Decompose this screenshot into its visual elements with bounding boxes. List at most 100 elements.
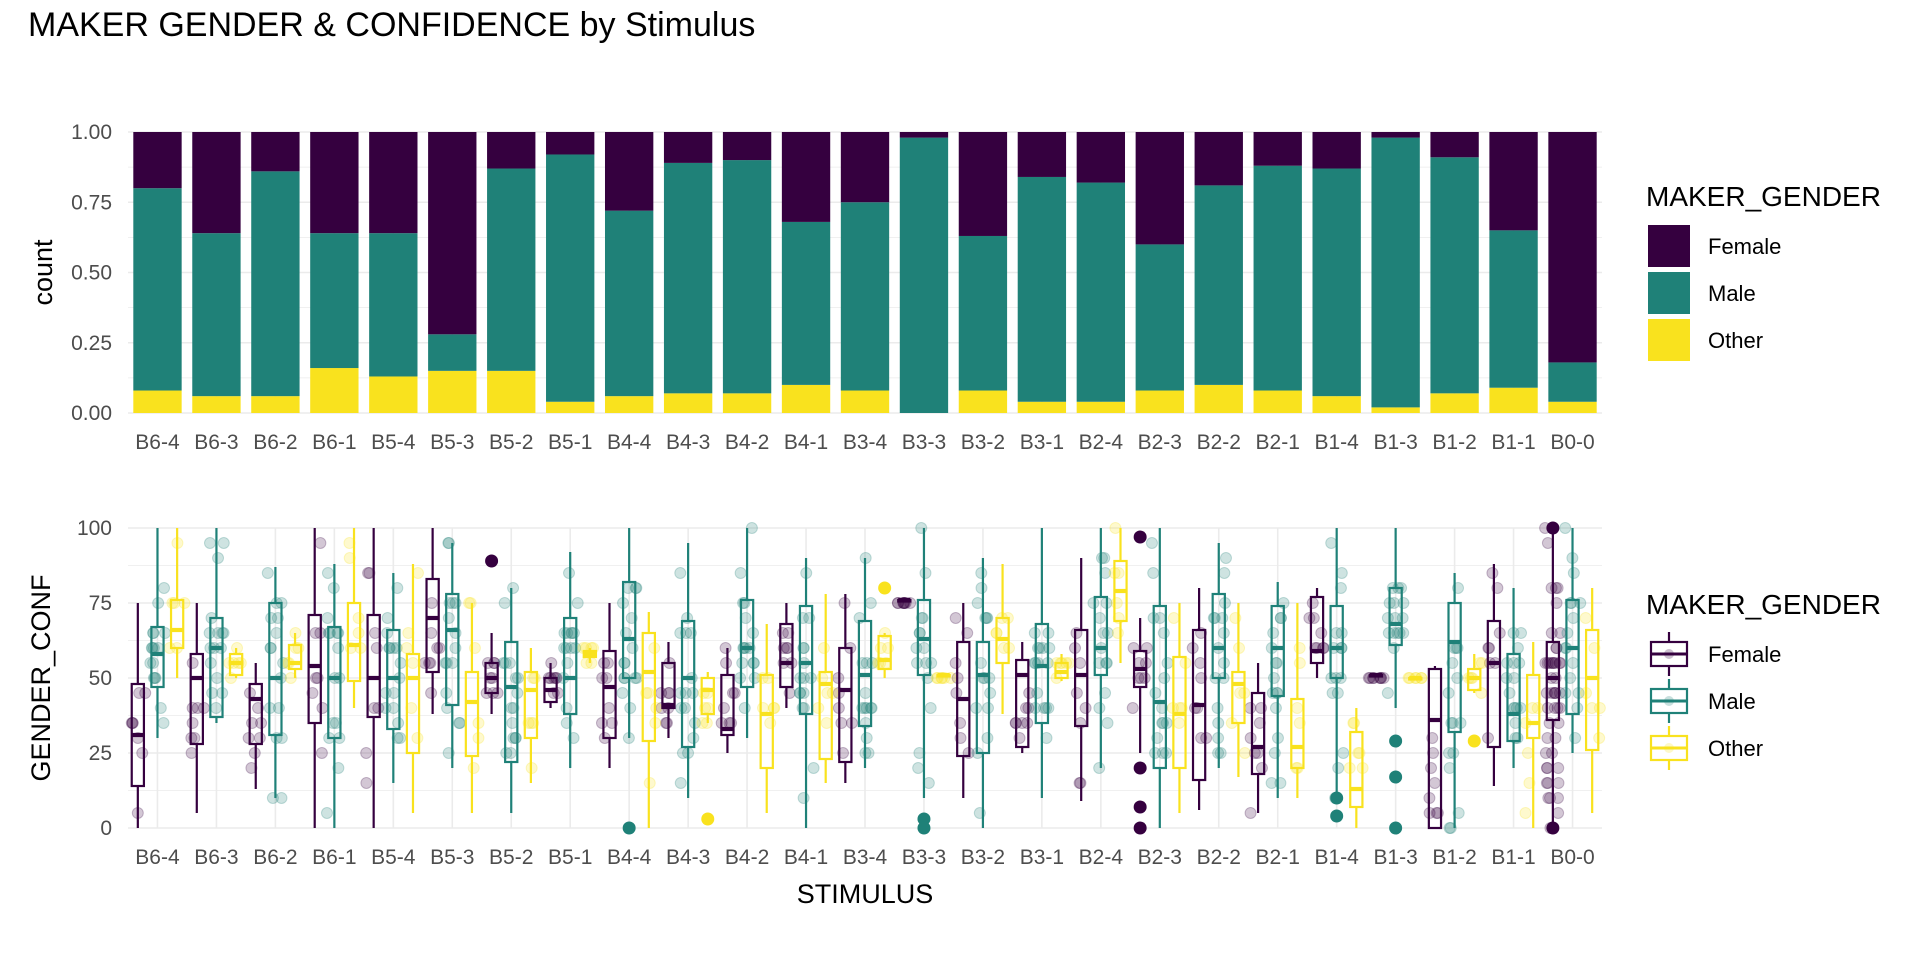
jitter-point-male: [203, 537, 216, 549]
box-male-B4-2: [739, 598, 755, 689]
bar-male-B2-2: [1194, 185, 1243, 385]
jitter-point-female: [1073, 777, 1086, 789]
jitter-point-male: [1270, 657, 1283, 669]
x-tick-label: B5-2: [489, 431, 533, 454]
jitter-point-male: [1334, 582, 1347, 594]
jitter-point-male: [920, 657, 933, 669]
jitter-point-male: [1567, 567, 1580, 579]
jitter-point-male: [1218, 567, 1231, 579]
jitter-point-male: [1265, 777, 1278, 789]
x-tick-label: B4-4: [607, 846, 652, 869]
jitter-point-male: [1099, 687, 1112, 699]
jitter-point-female: [949, 612, 962, 624]
jitter-point-male: [1038, 702, 1051, 714]
jitter-point-other: [1173, 717, 1186, 729]
jitter-point-male: [1447, 747, 1460, 759]
jitter-point-male: [736, 657, 749, 669]
jitter-point-male: [1269, 702, 1282, 714]
jitter-point-male: [206, 687, 219, 699]
jitter-point-female: [719, 642, 732, 654]
bar-other-B3-4: [840, 390, 890, 413]
jitter-point-male: [321, 567, 334, 579]
x-tick-label: B4-1: [784, 846, 828, 869]
jitter-point-male: [674, 777, 687, 789]
box-male-B1-2: [1447, 601, 1462, 734]
box-other-B5-3: [464, 670, 480, 758]
box-female-B1-2: [1427, 667, 1443, 830]
jitter-point-male: [975, 567, 988, 579]
jitter-point-other: [816, 672, 829, 684]
jitter-point-other: [696, 717, 709, 729]
jitter-point-female: [1552, 807, 1565, 819]
jitter-point-male: [981, 732, 994, 744]
box-other-B4-3: [700, 676, 715, 716]
jitter-point-male: [913, 627, 926, 639]
bar-male-B5-3: [428, 334, 477, 371]
jitter-point-other: [1109, 522, 1122, 534]
x-tick-label: B6-4: [135, 431, 180, 454]
outlier-point-female: [1133, 530, 1147, 544]
jitter-point-female: [1549, 687, 1562, 699]
jitter-point-male: [507, 702, 520, 714]
bar-male-B5-1: [546, 154, 595, 402]
x-tick-label: B3-3: [902, 846, 946, 869]
jitter-point-female: [1552, 762, 1565, 774]
legend-key-point-female: [1664, 649, 1674, 659]
jitter-point-male: [1508, 672, 1521, 684]
outlier-point-male: [622, 821, 636, 835]
bar-male-B3-4: [840, 202, 890, 391]
jitter-point-male: [446, 657, 459, 669]
jitter-point-male: [1389, 612, 1402, 624]
jitter-point-female: [185, 747, 198, 759]
x-tick-label: B1-4: [1315, 846, 1360, 869]
x-tick-label: B5-2: [489, 846, 533, 869]
jitter-point-male: [394, 657, 407, 669]
bar-male-B3-3: [899, 137, 949, 413]
bar-other-B5-4: [369, 376, 418, 413]
jitter-point-female: [253, 732, 266, 744]
x-tick-label: B6-1: [312, 431, 356, 454]
jitter-point-male: [804, 672, 817, 684]
y-tick-label: 0.75: [71, 191, 112, 214]
bar-panel: 0.00 0.25 0.50 0.75 1.00 B6-4 B6-3 B6-2 B6-1 B5-4…: [28, 121, 1602, 454]
x-tick-label: B1-3: [1373, 431, 1417, 454]
jitter-point-female: [728, 687, 741, 699]
jitter-point-male: [1391, 627, 1404, 639]
jitter-point-other: [756, 702, 769, 714]
jitter-point-male: [734, 567, 747, 579]
jitter-point-male: [910, 642, 923, 654]
bar-other-B4-3: [663, 393, 713, 413]
jitter-point-male: [686, 687, 699, 699]
bar-male-B0-0: [1548, 362, 1597, 402]
jitter-point-male: [618, 657, 631, 669]
jitter-point-female: [1079, 702, 1092, 714]
bar-male-B1-1: [1489, 230, 1538, 388]
jitter-point-female: [1483, 642, 1496, 654]
jitter-point-female: [245, 762, 258, 774]
jitter-point-male: [1099, 567, 1112, 579]
x-tick-label: B1-1: [1491, 846, 1535, 869]
bar-male-B6-4: [133, 188, 182, 391]
jitter-point-male: [566, 627, 579, 639]
y-tick-label: 100: [77, 517, 112, 540]
jitter-point-male: [392, 717, 405, 729]
box-panel: 0 25 50 75 100 B6-4 B6-3 B6-2 B6-1 B5-4 B5-3 B5-2 B5…: [26, 517, 1606, 909]
jitter-point-male: [147, 627, 160, 639]
x-tick-label: B3-2: [961, 846, 1005, 869]
jitter-point-female: [660, 717, 673, 729]
legend-label-male: Male: [1708, 281, 1756, 306]
jitter-point-male: [1559, 522, 1572, 534]
x-tick-label: B2-1: [1256, 431, 1300, 454]
jitter-point-male: [918, 642, 931, 654]
jitter-point-other: [343, 552, 356, 564]
jitter-point-female: [1427, 747, 1440, 759]
x-axis-title: STIMULUS: [797, 879, 934, 909]
jitter-point-female: [1552, 777, 1565, 789]
jitter-point-male: [1332, 762, 1345, 774]
bar-other-B2-1: [1253, 390, 1302, 413]
jitter-point-male: [1331, 687, 1344, 699]
jitter-point-male: [332, 642, 345, 654]
jitter-point-male: [680, 627, 693, 639]
jitter-point-male: [1093, 762, 1106, 774]
jitter-point-female: [1539, 657, 1552, 669]
